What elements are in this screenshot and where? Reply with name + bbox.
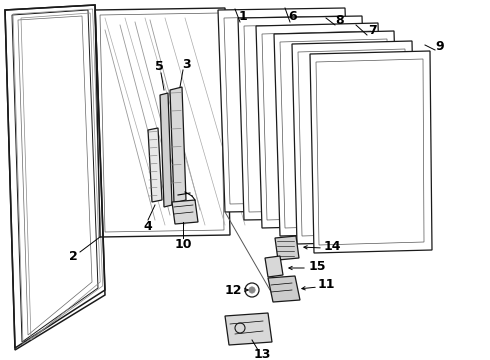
Polygon shape [275,236,299,260]
Text: 15: 15 [308,261,326,274]
Polygon shape [292,41,416,244]
Text: 10: 10 [174,238,192,251]
Polygon shape [238,16,368,220]
Polygon shape [160,93,172,207]
Text: 14: 14 [323,240,341,253]
Polygon shape [225,313,272,345]
Circle shape [249,287,255,293]
Text: 1: 1 [239,10,247,23]
Text: 13: 13 [253,348,270,360]
Text: 8: 8 [336,14,344,27]
Text: 12: 12 [224,284,242,297]
Text: 4: 4 [144,220,152,234]
Polygon shape [148,128,162,202]
Text: 9: 9 [436,40,444,53]
Polygon shape [170,87,186,203]
Text: 11: 11 [317,279,335,292]
Polygon shape [218,8,352,212]
Text: 7: 7 [368,23,376,36]
Polygon shape [274,31,400,236]
Text: 5: 5 [155,60,163,73]
Polygon shape [310,51,432,253]
Polygon shape [256,23,384,228]
Text: 3: 3 [182,58,190,71]
Polygon shape [172,200,198,224]
Polygon shape [268,276,300,302]
Polygon shape [265,256,283,277]
Text: 6: 6 [289,10,297,23]
Text: 2: 2 [69,251,77,264]
